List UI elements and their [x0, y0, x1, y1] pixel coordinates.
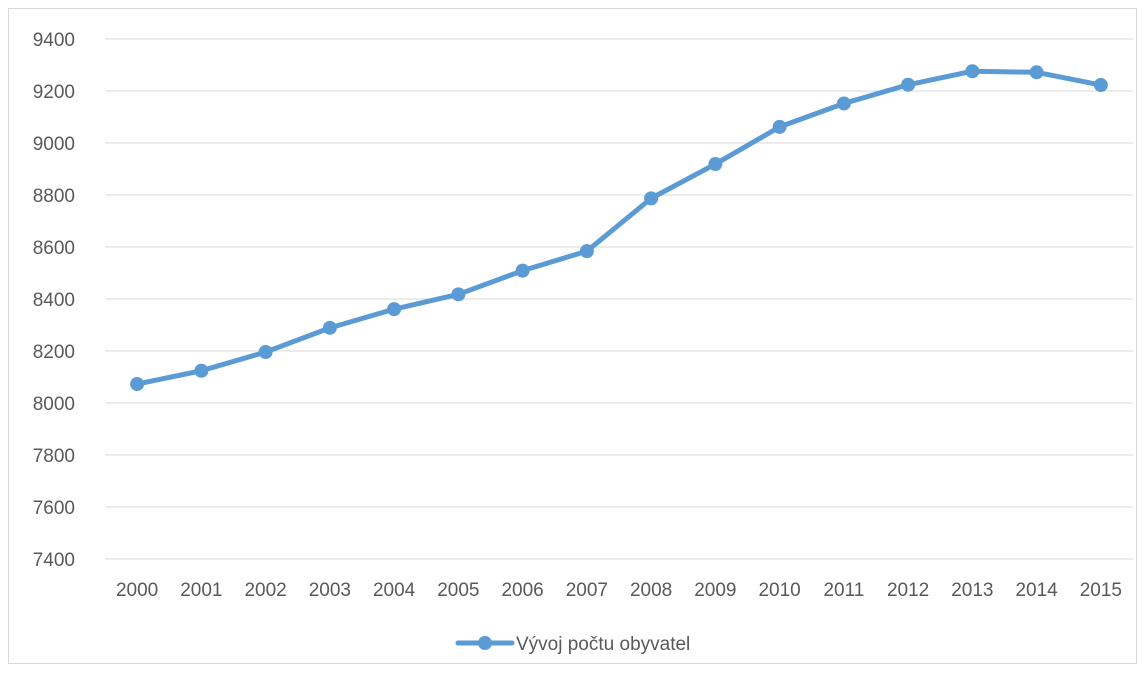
- x-tick-label: 2004: [373, 580, 416, 601]
- x-tick-label: 2011: [823, 580, 864, 601]
- data-point: [708, 157, 723, 172]
- data-point: [387, 302, 402, 317]
- y-tick-label: 8800: [33, 186, 75, 207]
- data-point: [579, 244, 594, 259]
- legend-label: Vývoj počtu obyvatel: [516, 634, 690, 655]
- data-point: [901, 77, 916, 92]
- data-point: [515, 263, 530, 278]
- x-tick-label: 2001: [180, 580, 222, 601]
- x-tick-label: 2014: [1015, 580, 1058, 601]
- y-tick-label: 8400: [33, 290, 75, 311]
- x-tick-label: 2008: [630, 580, 672, 601]
- x-tick-label: 2000: [116, 580, 158, 601]
- y-tick-label: 7600: [33, 498, 75, 519]
- data-point: [130, 377, 145, 392]
- y-tick-label: 9000: [33, 134, 75, 155]
- data-point: [965, 64, 980, 79]
- y-tick-label: 7800: [33, 446, 75, 467]
- x-tick-label: 2003: [309, 580, 351, 601]
- data-point: [644, 191, 659, 206]
- x-tick-label: 2009: [694, 580, 736, 601]
- data-point: [322, 320, 337, 335]
- y-tick-label: 8600: [33, 238, 75, 259]
- x-tick-label: 2013: [951, 580, 993, 601]
- x-tick-label: 2007: [566, 580, 608, 601]
- series-line: [134, 68, 1104, 387]
- chart-frame: [8, 8, 1137, 664]
- data-point: [1093, 78, 1108, 93]
- y-tick-label: 9400: [33, 30, 75, 51]
- gridlines: [105, 38, 1133, 560]
- data-point: [772, 119, 787, 134]
- x-tick-label: 2002: [244, 580, 286, 601]
- x-tick-label: 2005: [437, 580, 479, 601]
- y-axis-ticks: 7400 7600 7800 8000 8200 8400 8600 8800 9000 9200…: [33, 30, 75, 571]
- y-tick-label: 8200: [33, 342, 75, 363]
- x-tick-label: 2012: [887, 580, 929, 601]
- series-layer: [130, 64, 1108, 392]
- data-point: [836, 96, 851, 111]
- x-tick-label: 2015: [1080, 580, 1122, 601]
- data-point: [194, 363, 209, 378]
- legend-dot-marker: [478, 636, 492, 650]
- legend: Vývoj počtu obyvatel: [455, 634, 690, 655]
- y-tick-label: 8000: [33, 394, 75, 415]
- x-axis-ticks: 2000 2001 2002 2003 2004 2005 2006 2007 2008 2009…: [116, 580, 1122, 601]
- data-point: [1029, 65, 1044, 80]
- data-point: [258, 345, 273, 360]
- data-point: [451, 287, 466, 302]
- x-tick-label: 2010: [758, 580, 800, 601]
- y-tick-label: 9200: [33, 82, 75, 103]
- y-tick-label: 7400: [33, 550, 75, 571]
- x-tick-label: 2006: [501, 580, 543, 601]
